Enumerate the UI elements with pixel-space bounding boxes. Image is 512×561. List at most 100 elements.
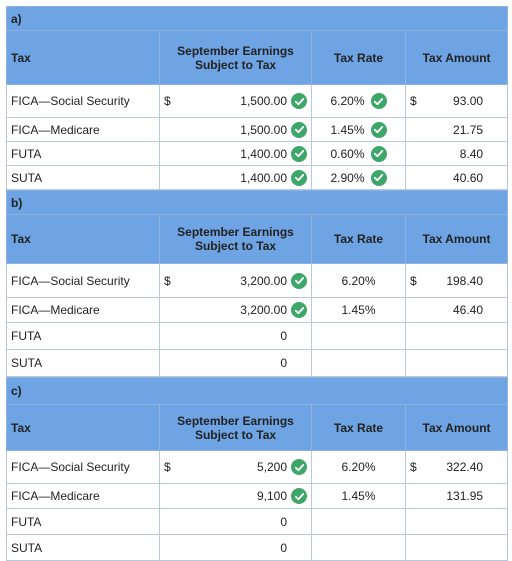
tax-rate-cell[interactable]: 1.45%	[311, 297, 406, 323]
earnings-value[interactable]: 0	[280, 514, 287, 529]
tax-rate-cell[interactable]: 0.60%	[311, 141, 406, 166]
table-row: FICA—Medicare 3,200.00 1.45% 46.40	[6, 297, 509, 323]
tax-rate-cell[interactable]: 6.20%	[311, 450, 406, 484]
rate-column-header: Tax Rate	[311, 30, 406, 85]
tax-rate-cell[interactable]	[311, 508, 406, 535]
earnings-value[interactable]: 1,500.00	[240, 94, 287, 108]
tax-amount-value[interactable]: 131.95	[446, 489, 484, 503]
tax-rate-value[interactable]: 1.45%	[341, 489, 376, 503]
tax-name: SUTA	[6, 534, 160, 561]
currency-symbol: $	[164, 460, 171, 474]
tax-amount-cell[interactable]: 131.95	[404, 483, 509, 509]
earnings-value[interactable]: 0	[280, 356, 287, 370]
tax-amount-value[interactable]: 8.40	[459, 146, 484, 161]
rate-column-header: Tax Rate	[311, 404, 406, 451]
tax-rate-value[interactable]: 6.20%	[341, 273, 376, 288]
tax-amount-cell[interactable]: $322.40	[404, 450, 509, 484]
tax-column-header: Tax	[6, 404, 160, 451]
correct-check-icon	[291, 459, 307, 475]
tax-rate-cell[interactable]	[311, 349, 406, 377]
earnings-cell[interactable]: 1,500.00	[159, 117, 312, 142]
table-row: SUTA 0	[6, 349, 509, 377]
correct-check-icon	[291, 169, 307, 186]
table-row: SUTA 0	[6, 534, 509, 561]
earnings-value[interactable]: 5,200	[256, 460, 287, 474]
earnings-column-header: September Earnings Subject to Tax	[159, 404, 312, 451]
amount-column-header: Tax Amount	[404, 214, 509, 264]
tax-name: FICA—Medicare	[6, 297, 160, 323]
tax-amount-cell[interactable]	[404, 534, 509, 561]
earnings-value[interactable]: 1,500.00	[240, 122, 287, 137]
currency-symbol: $	[410, 273, 417, 288]
table-row: FICA—Medicare 1,500.00 1.45% 21.75	[6, 117, 509, 142]
earnings-value[interactable]: 3,200.00	[240, 303, 287, 317]
tax-rate-value[interactable]: 1.45%	[341, 303, 376, 317]
tax-rate-cell[interactable]: 6.20%	[311, 84, 406, 118]
amount-column-header: Tax Amount	[404, 404, 509, 451]
earnings-cell[interactable]: 1,400.00	[159, 141, 312, 166]
earnings-value[interactable]: 3,200.00	[240, 273, 287, 288]
table-row: FICA—Medicare 9,100 1.45% 131.95	[6, 483, 509, 509]
tax-rate-cell[interactable]: 2.90%	[311, 165, 406, 190]
tax-rate-cell[interactable]	[311, 534, 406, 561]
tax-amount-cell[interactable]: $93.00	[404, 84, 509, 118]
tax-rate-cell[interactable]: 6.20%	[311, 263, 406, 298]
section-letter: b)	[5, 190, 509, 215]
tax-amount-cell[interactable]: 40.60	[404, 165, 509, 190]
earnings-cell[interactable]: 0	[159, 349, 312, 377]
table-header-row: Tax September Earnings Subject to Tax Tax …	[6, 30, 509, 85]
earnings-cell[interactable]: $3,200.00	[159, 263, 312, 298]
tax-rate-value[interactable]: 0.60%	[330, 146, 365, 161]
tax-amount-cell[interactable]: 8.40	[404, 141, 509, 166]
tax-amount-cell[interactable]	[404, 508, 509, 535]
earnings-cell[interactable]: $1,500.00	[159, 84, 312, 118]
earnings-cell[interactable]: 0	[159, 322, 312, 350]
earnings-cell[interactable]: 0	[159, 534, 312, 561]
tax-amount-value[interactable]: 198.40	[446, 273, 484, 288]
tax-amount-value[interactable]: 21.75	[453, 122, 484, 137]
tax-amount-cell[interactable]	[404, 349, 509, 377]
earnings-cell[interactable]: 0	[159, 508, 312, 535]
tax-name: FICA—Medicare	[6, 117, 160, 142]
tax-rate-value[interactable]: 6.20%	[341, 460, 376, 474]
tax-rate-value[interactable]: 2.90%	[330, 170, 365, 185]
currency-symbol: $	[164, 273, 171, 288]
tax-amount-cell[interactable]: 21.75	[404, 117, 509, 142]
earnings-value[interactable]: 0	[280, 329, 287, 343]
tax-amount-value[interactable]: 46.40	[452, 303, 484, 317]
tax-amount-cell[interactable]: 46.40	[404, 297, 509, 323]
tax-rate-cell[interactable]: 1.45%	[311, 117, 406, 142]
tax-amount-value[interactable]: 93.00	[453, 94, 484, 108]
earnings-value[interactable]: 1,400.00	[240, 170, 287, 185]
earnings-cell[interactable]: $5,200	[159, 450, 312, 484]
tax-name: FICA—Medicare	[6, 483, 160, 509]
table-row: FICA—Social Security $1,500.00 6.20% $93.00	[6, 84, 509, 118]
tax-amount-cell[interactable]: $198.40	[404, 263, 509, 298]
table-header-row: Tax September Earnings Subject to Tax Tax …	[6, 214, 509, 264]
correct-check-icon	[291, 272, 307, 289]
earnings-value[interactable]: 1,400.00	[240, 146, 287, 161]
earnings-cell[interactable]: 3,200.00	[159, 297, 312, 323]
tax-rate-cell[interactable]: 1.45%	[311, 483, 406, 509]
tax-name: FICA—Social Security	[6, 263, 160, 298]
tax-amount-value[interactable]: 322.40	[446, 460, 484, 474]
correct-check-icon	[291, 488, 307, 504]
correct-check-icon	[291, 145, 307, 162]
correct-check-icon	[291, 302, 307, 318]
table-row: FUTA 0	[6, 322, 509, 350]
earnings-value[interactable]: 9,100	[256, 489, 287, 503]
tax-amount-value[interactable]: 40.60	[453, 170, 484, 185]
correct-check-icon	[291, 121, 307, 138]
tax-rate-value[interactable]: 1.45%	[330, 122, 365, 137]
earnings-cell[interactable]: 9,100	[159, 483, 312, 509]
section-label-row: a)	[5, 6, 509, 31]
tax-rate-cell[interactable]	[311, 322, 406, 350]
earnings-column-header: September Earnings Subject to Tax	[159, 214, 312, 264]
earnings-value[interactable]: 0	[280, 540, 287, 555]
currency-symbol: $	[164, 94, 171, 108]
currency-symbol: $	[410, 94, 417, 108]
tax-rate-value[interactable]: 6.20%	[330, 94, 365, 108]
earnings-cell[interactable]: 1,400.00	[159, 165, 312, 190]
tax-name: FUTA	[6, 508, 160, 535]
tax-amount-cell[interactable]	[404, 322, 509, 350]
